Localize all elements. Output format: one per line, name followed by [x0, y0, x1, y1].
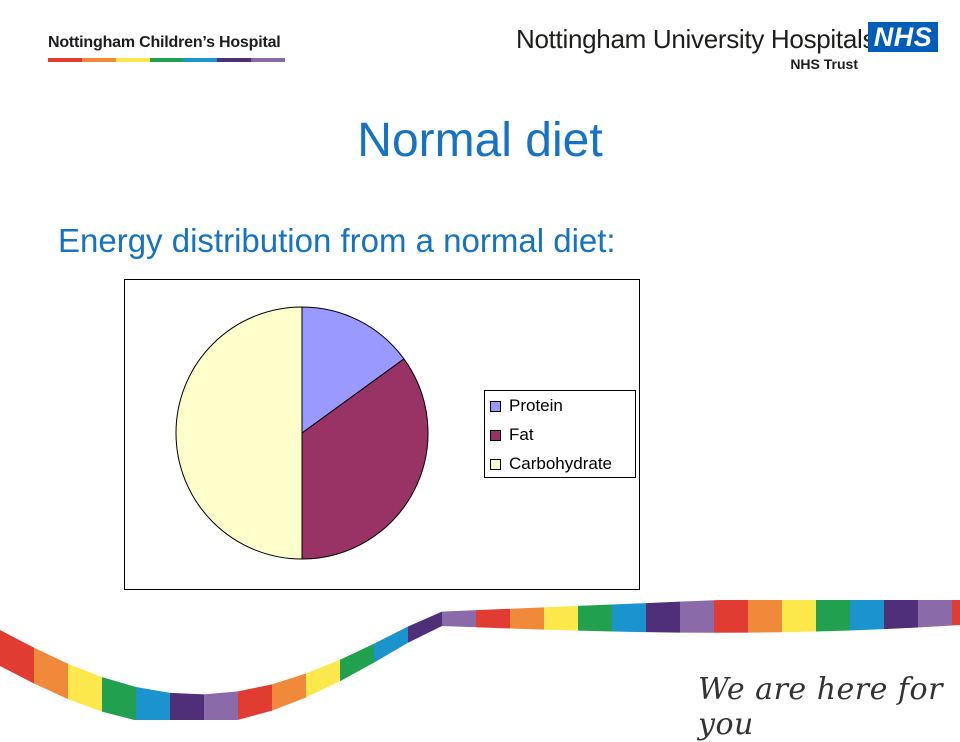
stripe-segment: [115, 58, 150, 62]
wave-segment: [646, 601, 680, 633]
wave-segment: [170, 692, 204, 720]
hospital-logo-text: Nottingham Children’s Hospital: [48, 34, 281, 51]
hospital-logo-stripe: [48, 58, 286, 62]
wave-segment: [680, 600, 714, 633]
wave-segment: [850, 600, 884, 631]
wave-segment: [374, 626, 408, 663]
pie-slice-protein: [301, 306, 405, 434]
wave-segment: [714, 600, 748, 633]
wave-segment: [918, 600, 952, 628]
wave-segment: [68, 663, 102, 712]
pie-slice-fat: [301, 358, 429, 560]
wave-segment: [272, 673, 306, 711]
pie-chart: [175, 306, 429, 560]
stripe-segment: [251, 58, 286, 62]
trust-name: Nottingham University Hospitals: [516, 24, 876, 54]
slide-title: Normal diet: [357, 114, 603, 167]
wave-segment: [544, 605, 578, 631]
wave-segment: [102, 677, 136, 720]
stripe-segment: [48, 58, 82, 62]
legend-swatch: [490, 429, 501, 441]
wave-segment: [136, 686, 170, 720]
stripe-segment: [149, 58, 184, 62]
wave-segment: [884, 600, 918, 630]
stripe-segment: [183, 58, 218, 62]
legend-label: Fat: [509, 425, 534, 444]
wave-segment: [306, 659, 340, 698]
wave-segment: [952, 600, 960, 626]
legend-item: Fat: [490, 425, 534, 445]
wave-segment: [0, 630, 34, 684]
wave-segment: [476, 608, 510, 629]
stripe-segment: [217, 58, 252, 62]
legend-swatch: [490, 458, 501, 470]
wave-segment: [238, 684, 272, 720]
legend-label: Protein: [509, 396, 563, 415]
nhs-logo: NHS: [868, 22, 938, 52]
wave-segment: [340, 643, 374, 682]
pie-slice-carbohydrate: [175, 306, 303, 560]
wave-segment: [782, 600, 816, 633]
legend-swatch: [490, 400, 501, 412]
wave-segment: [748, 600, 782, 633]
stripe-segment: [81, 58, 116, 62]
nhs-trust-label: NHS Trust: [790, 56, 858, 72]
legend-item: Protein: [490, 396, 563, 416]
slide-subtitle: Energy distribution from a normal diet:: [58, 222, 616, 259]
wave-segment: [34, 647, 68, 700]
wave-segment: [510, 607, 544, 630]
wave-segment: [612, 603, 646, 633]
wave-segment: [204, 691, 238, 720]
tagline: We are here for you: [698, 672, 943, 742]
wave-segment: [442, 610, 476, 628]
wave-segment: [578, 604, 612, 632]
legend-label: Carbohydrate: [509, 454, 613, 473]
legend-item: Carbohydrate: [490, 454, 612, 474]
wave-segment: [408, 611, 442, 643]
wave-segment: [816, 600, 850, 632]
chart-legend: Protein Fat Carbohydrate: [484, 390, 636, 478]
rainbow-wave: [0, 600, 960, 720]
